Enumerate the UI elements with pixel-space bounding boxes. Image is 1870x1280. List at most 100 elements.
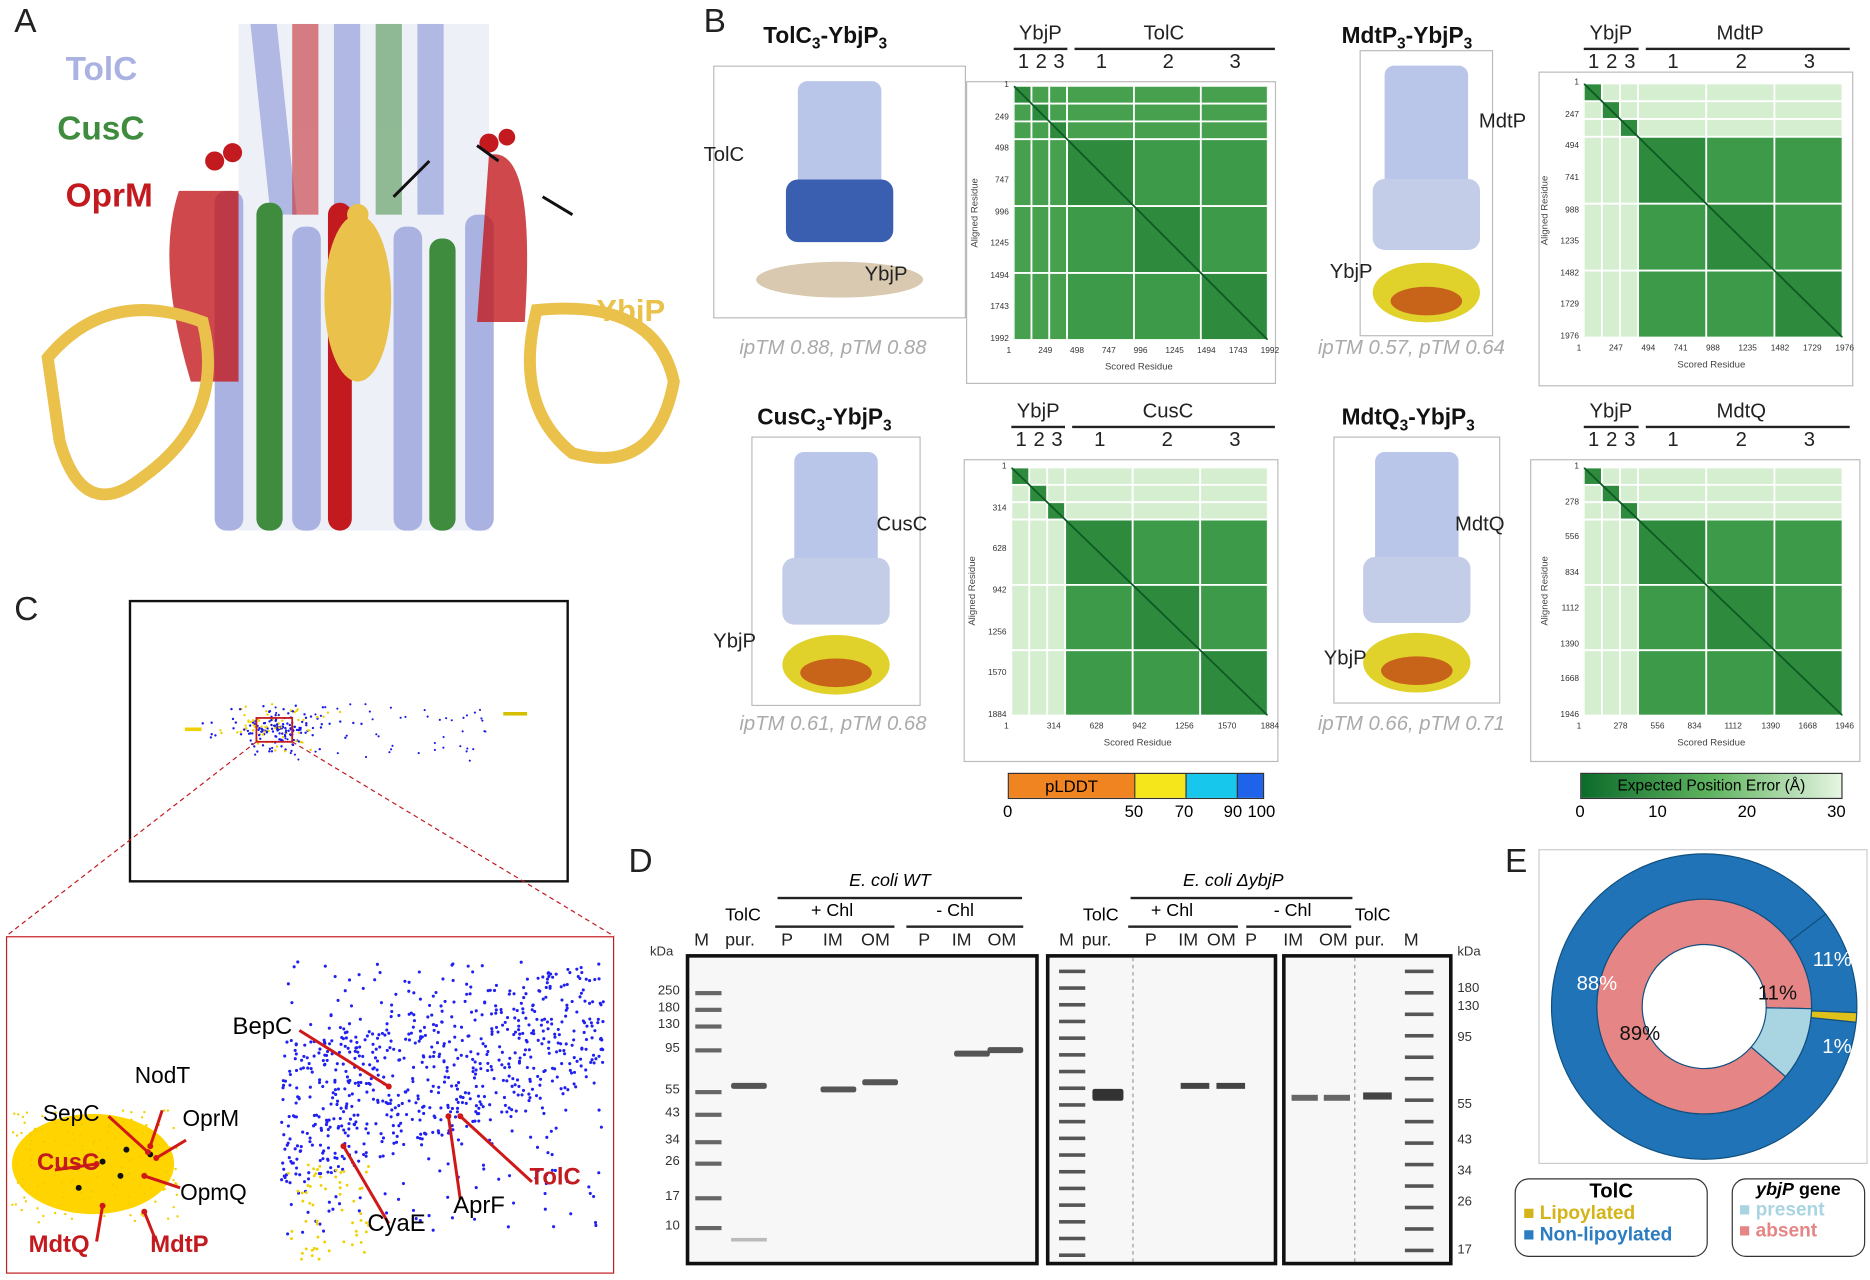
inner-slice	[1750, 1007, 1813, 1078]
header-ybjp: YbjP	[1589, 399, 1633, 423]
x-tick-label: 747	[1101, 347, 1116, 356]
heatmap-block	[1705, 269, 1776, 338]
heatmap-block	[1705, 518, 1776, 586]
heatmap-block	[1600, 649, 1621, 716]
panel-e-label: E	[1505, 841, 1528, 879]
heatmap-block	[1064, 467, 1134, 486]
x-tick-label: 1482	[1770, 344, 1790, 354]
heatmap-block	[1637, 584, 1708, 652]
gel-mutant	[1045, 954, 1278, 1266]
y-tick-label: 1	[1574, 462, 1580, 472]
kda-marker: 26	[665, 1154, 680, 1169]
pae-heatmap	[1583, 467, 1843, 716]
heatmap-block	[1705, 501, 1776, 521]
ybjp-label: YbjP	[1323, 646, 1367, 670]
heatmap-block	[1028, 501, 1049, 521]
heatmap-block	[1046, 483, 1067, 504]
y-tick-label: 249	[995, 112, 1009, 122]
heatmap-block	[1199, 483, 1268, 504]
heatmap-block	[1046, 467, 1067, 486]
heatmap-block	[1619, 518, 1640, 586]
heatmap-block	[1133, 272, 1202, 340]
heatmap-block	[1773, 518, 1843, 586]
kda-marker: 130	[1457, 999, 1480, 1014]
heatmap-block	[1773, 584, 1843, 652]
y-tick-label: 834	[1565, 569, 1580, 578]
lane-label: IM	[1283, 930, 1304, 951]
x-tick-label: 1976	[1835, 344, 1854, 354]
kda-label: kDa	[649, 944, 674, 959]
chain-number: 1	[1667, 50, 1679, 73]
y-tick-label: 1482	[1560, 269, 1580, 278]
heatmap-block	[1048, 102, 1068, 123]
x-axis-label: Scored Residue	[1677, 358, 1746, 370]
kda-marker: 180	[657, 1000, 680, 1015]
zoom-connector	[5, 717, 615, 937]
y-tick-label: 1235	[1560, 237, 1580, 246]
y-tick-label: 1390	[1560, 639, 1580, 649]
chain-number: 3	[1803, 50, 1816, 73]
header-rule	[1013, 47, 1068, 50]
y-tick-label: 1729	[1560, 300, 1580, 310]
header-partner: MdtQ	[1716, 399, 1767, 423]
heatmap-block	[1046, 518, 1067, 586]
x-tick-label: 1946	[1835, 722, 1854, 732]
x-tick-label: 1	[1576, 344, 1582, 354]
heatmap-block	[1013, 272, 1033, 340]
heatmap-block	[1199, 205, 1268, 274]
lane-label: IM	[822, 930, 843, 951]
node-label-cusc: CusC	[36, 1149, 100, 1176]
node-label-opmq: OpmQ	[180, 1180, 247, 1206]
y-tick-label: 1570	[987, 669, 1007, 678]
x-tick-label: 1	[1004, 722, 1009, 732]
lane-label: OM	[987, 930, 1017, 951]
chain-number: 1	[1094, 428, 1106, 451]
chain-number: 3	[1803, 428, 1816, 451]
kda-marker: 17	[665, 1189, 680, 1204]
iptm-ptm-score: ipTM 0.61, pTM 0.68	[739, 711, 927, 735]
plddt-tick: 50	[1124, 801, 1144, 821]
lane-label: P	[918, 930, 931, 951]
chain-number: 1	[1588, 428, 1600, 451]
heatmap-block	[1637, 483, 1708, 504]
y-tick-label: 942	[992, 586, 1007, 596]
heatmap-block	[1064, 649, 1134, 716]
header-rule	[1074, 47, 1275, 50]
lane-label: M	[1059, 930, 1074, 951]
x-tick-label: 1494	[1197, 347, 1216, 356]
x-tick-label: 1570	[1217, 722, 1237, 732]
heatmap-block	[1199, 120, 1268, 141]
x-tick-label: 1256	[1175, 722, 1194, 732]
heatmap-block	[1773, 118, 1843, 138]
y-tick-label: 1668	[1560, 675, 1580, 684]
complex-title: TolC3-YbjP3	[763, 23, 888, 53]
heatmap-block	[1011, 518, 1031, 586]
heatmap-block	[1011, 483, 1031, 504]
predicted-structure-image	[1359, 50, 1494, 337]
kda-marker: 55	[1457, 1097, 1472, 1112]
pae-heatmap	[1013, 85, 1268, 340]
chain-number: 1	[1588, 50, 1600, 73]
heatmap-block	[1030, 85, 1051, 105]
ybjp-label: YbjP	[864, 262, 908, 286]
ssn-overview-box	[128, 599, 569, 883]
lane-label: OM	[1206, 930, 1236, 951]
chain-number: 2	[1606, 50, 1618, 73]
x-tick-label: 556	[1650, 722, 1665, 732]
donut-percent-label: 89%	[1619, 1022, 1661, 1045]
x-axis-label: Scored Residue	[1103, 737, 1172, 748]
header-partner: TolC	[1143, 21, 1185, 45]
x-tick-label: 628	[1089, 722, 1104, 732]
heatmap-block	[1583, 584, 1603, 652]
heatmap-block	[1048, 205, 1068, 274]
node-label-mdtp: MdtP	[150, 1231, 209, 1259]
x-tick-label: 1743	[1228, 347, 1248, 356]
gel-wt	[685, 954, 1039, 1266]
x-tick-label: 494	[1641, 344, 1656, 354]
y-axis-label: Aligned Residue	[966, 556, 978, 626]
heatmap-block	[1705, 135, 1776, 205]
heatmap-block	[1637, 269, 1708, 338]
node-label-mdtq: MdtQ	[28, 1231, 90, 1259]
x-tick-label: 1992	[1260, 347, 1280, 356]
